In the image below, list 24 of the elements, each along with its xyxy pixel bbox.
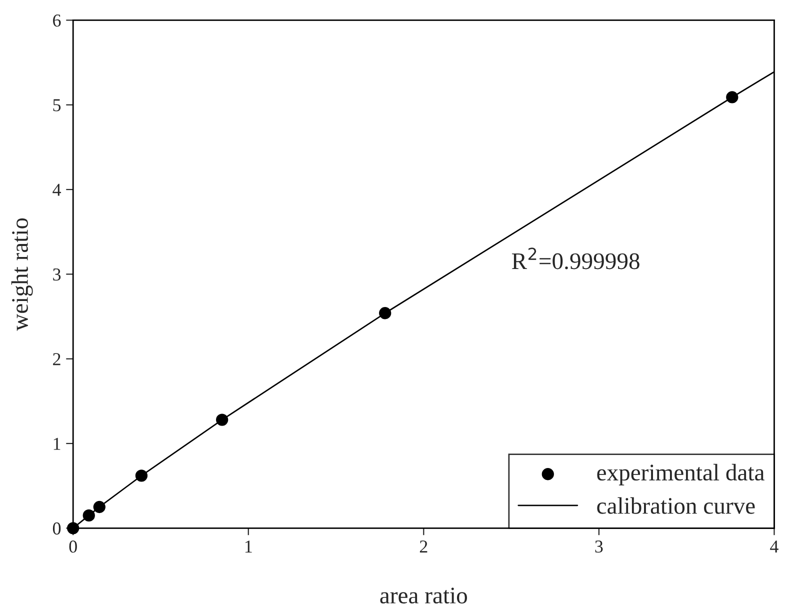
y-tick-label: 4 bbox=[52, 184, 62, 196]
x-tick-label: 0 bbox=[69, 540, 77, 553]
y-axis-title: weight ratio bbox=[11, 218, 33, 331]
x-tick-label: 1 bbox=[245, 540, 252, 552]
y-tick-label: 0 bbox=[52, 522, 61, 535]
point bbox=[135, 470, 148, 482]
y-tick-label: 3 bbox=[53, 268, 61, 281]
legend-label: experimental data bbox=[597, 464, 764, 486]
y-tick-label: 1 bbox=[54, 438, 60, 450]
x-axis-title: area ratio bbox=[380, 588, 467, 604]
point bbox=[93, 500, 106, 514]
y-tick-label: 5 bbox=[53, 99, 61, 112]
y-tick-label: 6 bbox=[53, 14, 61, 27]
point bbox=[726, 91, 738, 104]
y-tick-label: 2 bbox=[53, 353, 60, 366]
point bbox=[67, 522, 80, 534]
point bbox=[216, 414, 228, 426]
legend-label: calibration curve bbox=[597, 497, 755, 514]
point bbox=[379, 307, 392, 320]
x-tick-label: 4 bbox=[770, 540, 778, 552]
point bbox=[82, 509, 95, 522]
x-tick-label: 2 bbox=[420, 540, 428, 552]
annotation: R$^{2}$=0.999998 bbox=[512, 248, 640, 270]
x-tick-label: 3 bbox=[595, 540, 603, 553]
